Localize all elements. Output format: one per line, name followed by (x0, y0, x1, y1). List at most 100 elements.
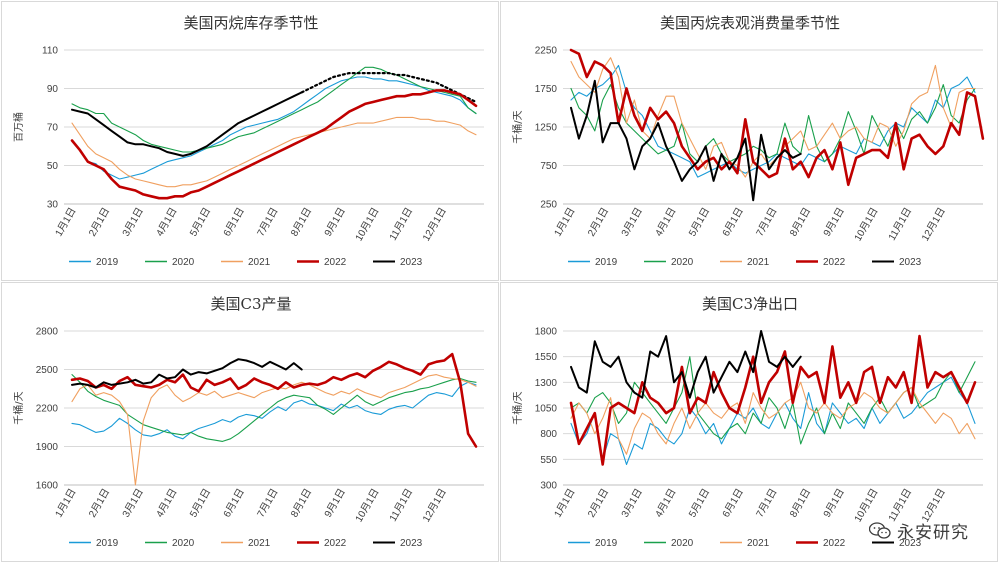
legend-item-2021: 2021 (221, 538, 271, 549)
legend-item-2023: 2023 (872, 257, 922, 268)
x-tick-label: 11月1日 (886, 206, 914, 243)
y-tick-label: 300 (540, 481, 557, 492)
x-tick-label: 3月1日 (619, 206, 645, 239)
legend-item-2023: 2023 (872, 538, 922, 549)
x-tick-label: 9月1日 (821, 206, 847, 239)
x-tick-label: 5月1日 (686, 206, 712, 239)
x-tick-label: 11月1日 (387, 487, 415, 524)
series-line-2023 (570, 79, 802, 202)
y-tick-label: 2500 (36, 365, 59, 376)
legend-item-2020: 2020 (644, 257, 694, 268)
x-tick-label: 8月1日 (787, 487, 813, 520)
legend-item-2020: 2020 (145, 538, 195, 549)
watermark-text: 永安研究 (897, 523, 969, 543)
legend-item-2023: 2023 (373, 538, 423, 549)
series-line-2022 (70, 89, 478, 200)
legend-label: 2019 (96, 538, 119, 549)
x-tick-label: 4月1日 (154, 206, 180, 239)
series-line-2022 (569, 48, 985, 187)
y-tick-label: 110 (42, 46, 58, 57)
series-line-2023 (71, 358, 303, 389)
series-line-2022 (569, 334, 977, 466)
x-tick-label: 9月1日 (322, 206, 348, 239)
y-tick-label: 1900 (36, 442, 59, 453)
series-line-2019 (71, 381, 477, 440)
x-tick-label: 11月1日 (387, 206, 415, 243)
x-tick-label: 6月1日 (720, 487, 746, 520)
y-tick-label: 30 (47, 200, 59, 211)
legend-label: 2021 (747, 257, 770, 268)
y-tick-label: 2800 (36, 327, 59, 338)
y-tick-label: 90 (47, 84, 59, 95)
chart-title: 美国丙烷表观消费量季节性 (660, 14, 840, 32)
x-tick-label: 3月1日 (120, 487, 146, 520)
legend-label: 2022 (324, 257, 347, 268)
legend-label: 2019 (595, 257, 618, 268)
legend-label: 2023 (899, 538, 922, 549)
y-tick-label: 250 (540, 200, 557, 211)
y-tick-label: 1300 (535, 378, 558, 389)
legend-item-2022: 2022 (796, 257, 846, 268)
legend-label: 2020 (671, 538, 694, 549)
legend-label: 2020 (172, 257, 195, 268)
x-tick-label: 12月1日 (420, 487, 449, 525)
series-line-2023 (570, 330, 802, 399)
legend-label: 2019 (595, 538, 618, 549)
legend-label: 2023 (899, 257, 922, 268)
x-tick-label: 7月1日 (754, 487, 780, 520)
x-tick-label: 5月1日 (187, 487, 213, 520)
legend-label: 2022 (324, 538, 347, 549)
x-tick-label: 10月1日 (353, 487, 382, 525)
series-line-2019 (570, 376, 976, 466)
wechat-icon (869, 521, 891, 539)
legend-label: 2021 (747, 538, 770, 549)
series-line-2020 (71, 374, 477, 442)
y-tick-label: 750 (540, 161, 557, 172)
series-line-2021 (71, 374, 477, 486)
series-line-2022 (70, 352, 478, 448)
series-line-2020 (570, 84, 976, 163)
x-tick-label: 3月1日 (120, 206, 146, 239)
chart-panel-c3-production: 美国C3产量 1600 1900 2200 2500 2800 千桶/天 1月1日 2月1日 3月… (1, 282, 499, 562)
chart-panel-propane-consumption: 美国丙烷表观消费量季节性 250 750 1250 1750 2250 千桶/天 1月1日 2月… (500, 1, 998, 281)
y-tick-label: 800 (540, 429, 557, 440)
series-line-2021 (71, 116, 477, 188)
legend-label: 2022 (823, 257, 846, 268)
x-tick-label: 6月1日 (221, 206, 247, 239)
x-tick-label: 4月1日 (653, 487, 679, 520)
x-tick-label: 2月1日 (86, 487, 112, 520)
x-tick-label: 12月1日 (919, 206, 948, 244)
x-tick-label: 7月1日 (255, 487, 281, 520)
chart-title: 美国C3产量 (210, 295, 291, 313)
x-tick-label: 3月1日 (619, 487, 645, 520)
legend-label: 2022 (823, 538, 846, 549)
x-tick-label: 10月1日 (852, 206, 881, 244)
legend-label: 2021 (248, 538, 271, 549)
x-tick-label: 9月1日 (322, 487, 348, 520)
legend-item-2020: 2020 (644, 538, 694, 549)
x-tick-label: 2月1日 (86, 206, 112, 239)
y-tick-label: 1250 (535, 123, 558, 134)
legend-label: 2021 (248, 257, 271, 268)
y-axis-label: 百万桶 (12, 112, 25, 142)
chart-panel-c3-net-export: 美国C3净出口 300 550 800 1050 1300 1550 1800 千桶/天 1月1日… (500, 282, 998, 562)
legend-label: 2019 (96, 257, 119, 268)
y-axis-label: 千桶/天 (12, 391, 25, 424)
chart-panel-propane-inventory: 美国丙烷库存季节性 30 50 70 90 110 百万桶 1月1日 2月1日 3月1日 4月1日 5… (1, 1, 499, 281)
y-tick-label: 1550 (535, 352, 558, 363)
x-tick-label: 2月1日 (585, 487, 611, 520)
series-line-2019 (71, 76, 477, 180)
legend-item-2021: 2021 (720, 538, 770, 549)
legend-label: 2023 (400, 538, 423, 549)
y-axis-label: 千桶/天 (511, 391, 524, 424)
watermark: 永安研究 (869, 518, 969, 543)
legend-label: 2020 (172, 538, 195, 549)
legend-label: 2023 (400, 257, 423, 268)
legend-item-2022: 2022 (796, 538, 846, 549)
legend-item-2019: 2019 (568, 538, 618, 549)
y-tick-label: 2200 (36, 404, 59, 415)
legend-item-2019: 2019 (69, 538, 119, 549)
x-tick-label: 7月1日 (255, 206, 281, 239)
